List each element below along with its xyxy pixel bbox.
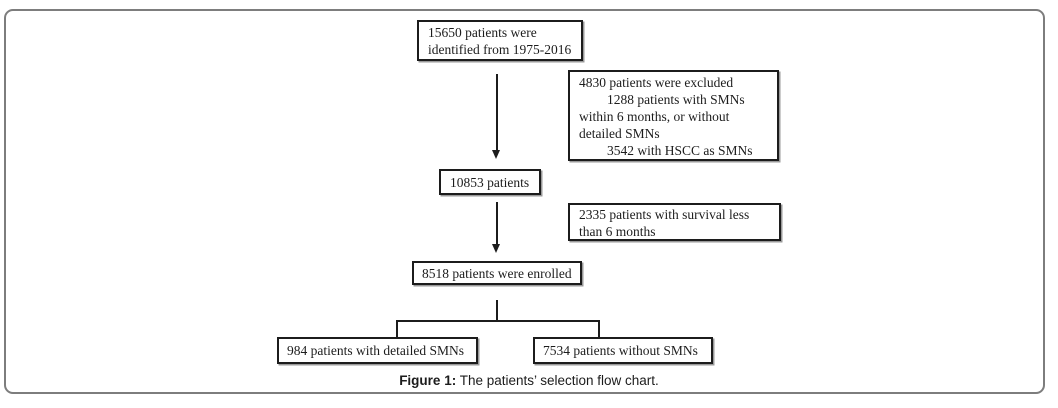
flow-box-cohort-text: 10853 patients <box>450 175 530 190</box>
flow-box-survival-excluded: 2335 patients with survival less than 6 … <box>568 203 781 241</box>
flow-box-enrolled-text: 8518 patients were enrolled <box>422 266 572 281</box>
flow-box-excluded-line3: within 6 months, or without <box>579 109 730 124</box>
flow-box-identified-line1: 15650 patients were <box>428 25 537 40</box>
flow-box-identified-patients: 15650 patients were identified from 1975… <box>417 20 583 61</box>
arrow-down-1-line <box>496 74 498 152</box>
flow-box-detailed-smns: 984 patients with detailed SMNs <box>277 337 478 364</box>
arrow-down-2-line <box>496 202 498 246</box>
flow-box-excluded-line4: detailed SMNs <box>579 126 660 141</box>
arrow-down-1-head-icon <box>492 150 500 159</box>
flow-box-survival-line2: than 6 months <box>579 224 656 239</box>
flow-box-survival-line1: 2335 patients with survival less <box>579 207 750 222</box>
branch-connector-horizontal <box>396 320 600 322</box>
flow-box-without-smns-text: 7534 patients without SMNs <box>543 343 698 358</box>
flow-box-enrolled: 8518 patients were enrolled <box>412 261 582 285</box>
branch-connector-left-drop <box>396 320 398 338</box>
figure-frame-border <box>4 9 1045 394</box>
branch-connector-right-drop <box>598 320 600 338</box>
flow-box-detailed-smns-text: 984 patients with detailed SMNs <box>287 343 464 358</box>
figure-caption-label: Figure 1: <box>399 373 457 388</box>
figure-caption: Figure 1: The patients’ selection flow c… <box>0 373 1058 388</box>
flow-box-excluded-line2: 1288 patients with SMNs <box>607 92 745 107</box>
flow-box-excluded-patients: 4830 patients were excluded 1288 patient… <box>568 70 779 161</box>
branch-connector-stem <box>496 300 498 322</box>
flow-box-identified-line2: identified from 1975-2016 <box>428 42 572 57</box>
flow-box-excluded-line5: 3542 with HSCC as SMNs <box>607 143 753 158</box>
flow-box-cohort: 10853 patients <box>439 169 541 195</box>
flow-box-without-smns: 7534 patients without SMNs <box>533 337 713 364</box>
figure-caption-text: The patients’ selection flow chart. <box>456 373 659 388</box>
arrow-down-2-head-icon <box>492 244 500 253</box>
flow-box-excluded-line1: 4830 patients were excluded <box>579 75 734 90</box>
